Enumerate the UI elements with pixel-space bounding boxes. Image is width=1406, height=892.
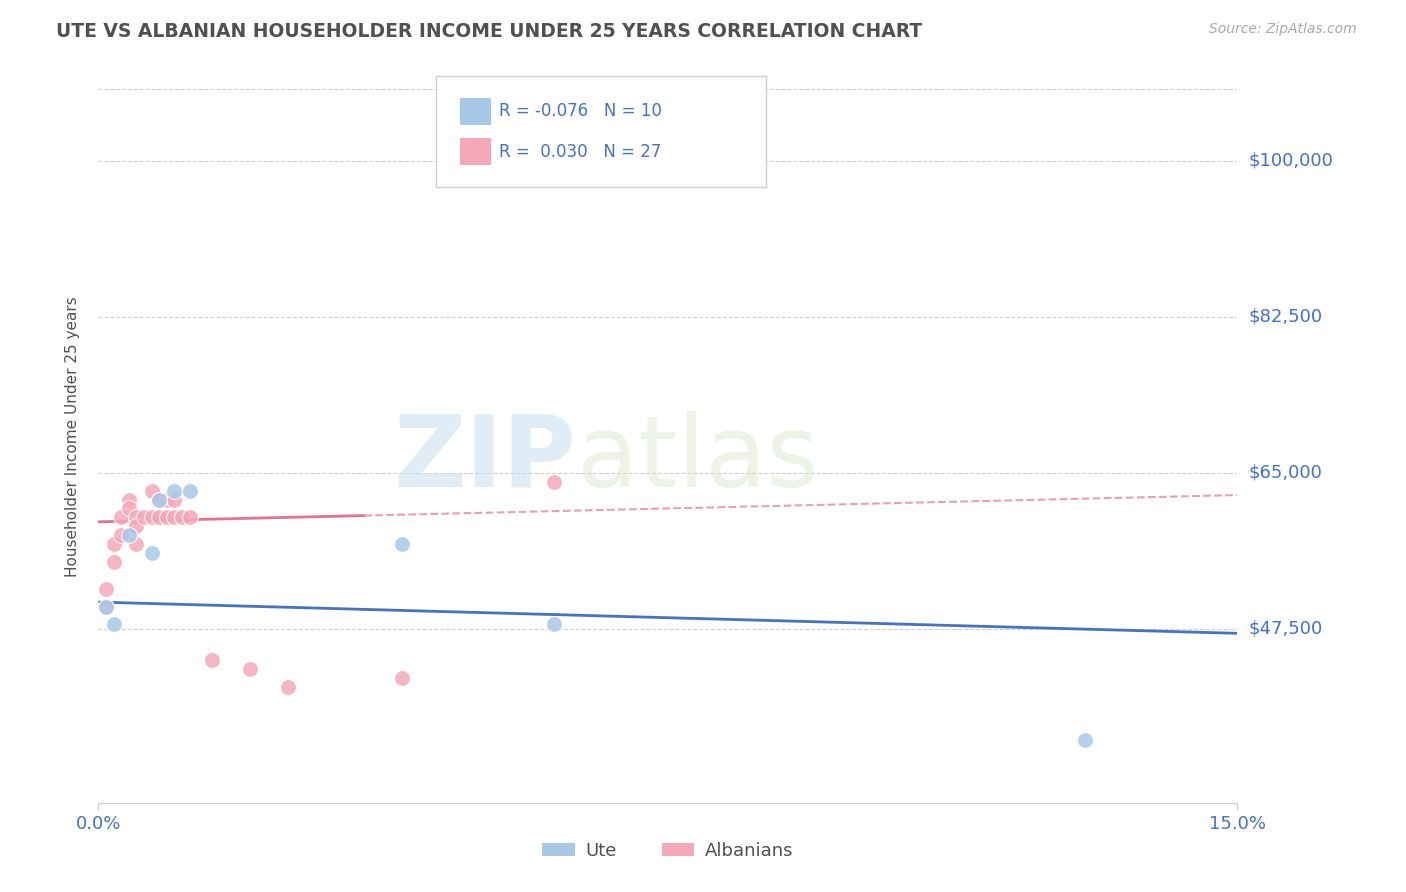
Point — [125, 537, 148, 551]
Text: atlas: atlas — [576, 410, 818, 508]
Point — [148, 492, 170, 507]
Point — [103, 537, 125, 551]
Point — [543, 617, 565, 632]
Point — [110, 510, 132, 524]
Text: ZIP: ZIP — [394, 410, 576, 508]
Text: $47,500: $47,500 — [1249, 620, 1323, 638]
Point — [201, 653, 224, 667]
Text: R =  0.030   N = 27: R = 0.030 N = 27 — [499, 143, 661, 161]
Point — [163, 510, 186, 524]
Point — [179, 483, 201, 498]
Point — [94, 582, 117, 596]
Point — [118, 492, 141, 507]
Text: $82,500: $82,500 — [1249, 308, 1323, 326]
Text: $100,000: $100,000 — [1249, 152, 1333, 169]
Point — [125, 519, 148, 533]
Point — [125, 510, 148, 524]
Point — [118, 501, 141, 516]
Point — [543, 475, 565, 489]
Point — [94, 599, 117, 614]
Text: R = -0.076   N = 10: R = -0.076 N = 10 — [499, 103, 662, 120]
Point — [239, 662, 262, 676]
Point — [103, 555, 125, 569]
Point — [163, 492, 186, 507]
Legend: Ute, Albanians: Ute, Albanians — [534, 835, 801, 867]
Point — [103, 617, 125, 632]
Point — [141, 510, 163, 524]
Point — [94, 599, 117, 614]
Text: Source: ZipAtlas.com: Source: ZipAtlas.com — [1209, 22, 1357, 37]
Point — [179, 510, 201, 524]
Point — [156, 510, 179, 524]
Text: UTE VS ALBANIAN HOUSEHOLDER INCOME UNDER 25 YEARS CORRELATION CHART: UTE VS ALBANIAN HOUSEHOLDER INCOME UNDER… — [56, 22, 922, 41]
Point — [391, 537, 413, 551]
Point — [391, 671, 413, 685]
Point — [118, 528, 141, 542]
Point — [141, 483, 163, 498]
Point — [156, 492, 179, 507]
Point — [277, 680, 299, 694]
Point — [148, 510, 170, 524]
Point — [1074, 733, 1097, 747]
Point — [163, 483, 186, 498]
Y-axis label: Householder Income Under 25 years: Householder Income Under 25 years — [65, 297, 80, 577]
Point — [110, 528, 132, 542]
Point — [141, 546, 163, 560]
Point — [132, 510, 155, 524]
Text: $65,000: $65,000 — [1249, 464, 1322, 482]
Point — [170, 510, 193, 524]
Point — [148, 492, 170, 507]
